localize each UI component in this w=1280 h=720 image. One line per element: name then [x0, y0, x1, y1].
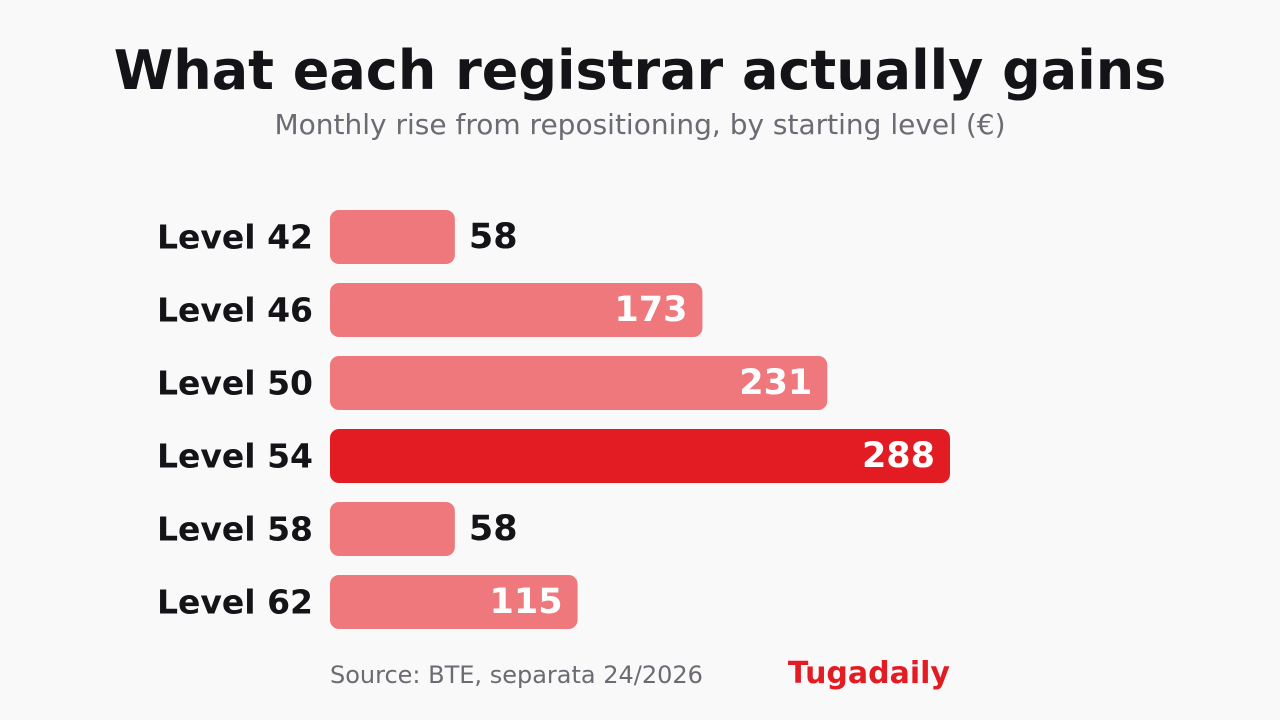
value-label-level-54: 288: [862, 436, 935, 476]
source-note: Source: BTE, separata 24/2026: [330, 661, 703, 689]
value-label-level-58: 58: [469, 509, 518, 549]
category-label-level-46: Level 46: [157, 291, 313, 330]
category-label-level-62: Level 62: [157, 583, 313, 622]
value-label-level-50: 231: [739, 363, 812, 403]
value-label-level-46: 173: [614, 290, 687, 330]
bar-level-54: [330, 429, 950, 483]
bar-level-42: [330, 210, 455, 264]
bar-level-50: [330, 356, 828, 410]
bar-level-58: [330, 502, 455, 556]
value-label-level-42: 58: [469, 217, 518, 257]
chart-subtitle: Monthly rise from repositioning, by star…: [274, 108, 1006, 141]
bar-level-62: [330, 575, 578, 629]
bar-level-46: [330, 283, 703, 337]
chart-title: What each registrar actually gains: [113, 39, 1167, 102]
category-label-level-50: Level 50: [157, 364, 313, 403]
category-label-level-54: Level 54: [157, 437, 313, 476]
category-label-level-42: Level 42: [157, 218, 313, 257]
value-label-level-62: 115: [490, 582, 563, 622]
category-label-level-58: Level 58: [157, 510, 313, 549]
brand-logo: Tugadaily: [787, 656, 950, 691]
